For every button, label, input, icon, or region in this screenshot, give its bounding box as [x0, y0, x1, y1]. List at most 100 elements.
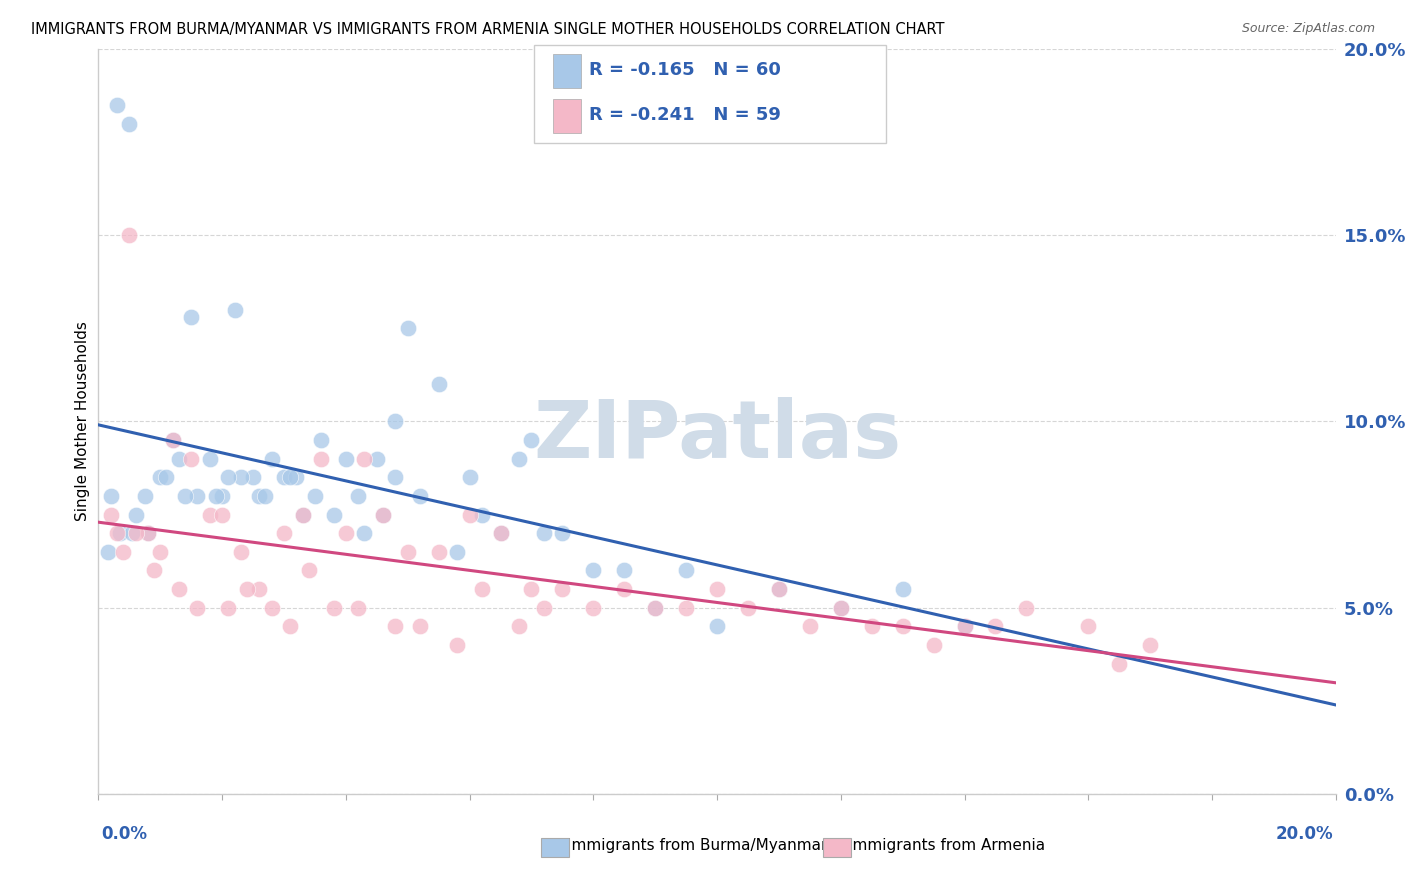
Point: [471, 508, 494, 522]
Point: [458, 508, 481, 522]
Text: Immigrants from Armenia: Immigrants from Armenia: [848, 838, 1045, 853]
Point: [768, 582, 790, 596]
Point: [384, 470, 406, 484]
Text: 0.0%: 0.0%: [101, 825, 148, 843]
Point: [458, 470, 481, 484]
Point: [737, 600, 759, 615]
Point: [347, 489, 370, 503]
Point: [891, 582, 914, 596]
Point: [706, 619, 728, 633]
Point: [489, 526, 512, 541]
Point: [162, 433, 184, 447]
Point: [136, 526, 159, 541]
Point: [953, 619, 976, 633]
Point: [304, 489, 326, 503]
Point: [582, 564, 605, 578]
Point: [105, 526, 128, 541]
Point: [347, 600, 370, 615]
Point: [830, 600, 852, 615]
Point: [768, 582, 790, 596]
Point: [366, 451, 388, 466]
Point: [396, 321, 419, 335]
Point: [167, 451, 190, 466]
Point: [134, 489, 156, 503]
Point: [217, 600, 239, 615]
Point: [446, 638, 468, 652]
Point: [371, 508, 394, 522]
Point: [427, 545, 450, 559]
Point: [124, 526, 146, 541]
Point: [371, 508, 394, 522]
Point: [121, 526, 143, 541]
Point: [186, 489, 208, 503]
Point: [162, 433, 184, 447]
Point: [254, 489, 277, 503]
Point: [953, 619, 976, 633]
Point: [155, 470, 177, 484]
Point: [644, 600, 666, 615]
Point: [112, 545, 135, 559]
Point: [211, 489, 233, 503]
Point: [309, 433, 332, 447]
Point: [217, 470, 239, 484]
Point: [335, 451, 357, 466]
Point: [149, 470, 172, 484]
Point: [229, 545, 252, 559]
Point: [471, 582, 494, 596]
Point: [100, 508, 122, 522]
Point: [149, 545, 172, 559]
Point: [118, 117, 141, 131]
Point: [236, 582, 259, 596]
Point: [180, 310, 202, 325]
Point: [105, 98, 128, 112]
Point: [1108, 657, 1130, 671]
Point: [309, 451, 332, 466]
Point: [644, 600, 666, 615]
Point: [1077, 619, 1099, 633]
Point: [247, 582, 270, 596]
Point: [409, 489, 432, 503]
Point: [551, 582, 574, 596]
Point: [384, 619, 406, 633]
Point: [205, 489, 228, 503]
Point: [278, 470, 301, 484]
Point: [508, 451, 530, 466]
Point: [706, 582, 728, 596]
Point: [533, 526, 555, 541]
Point: [285, 470, 308, 484]
Text: IMMIGRANTS FROM BURMA/MYANMAR VS IMMIGRANTS FROM ARMENIA SINGLE MOTHER HOUSEHOLD: IMMIGRANTS FROM BURMA/MYANMAR VS IMMIGRA…: [31, 22, 945, 37]
Point: [291, 508, 314, 522]
Point: [1015, 600, 1038, 615]
Point: [322, 508, 344, 522]
Point: [97, 545, 120, 559]
Point: [273, 526, 295, 541]
Point: [335, 526, 357, 541]
Point: [211, 508, 233, 522]
Point: [396, 545, 419, 559]
Point: [675, 564, 697, 578]
Point: [298, 564, 321, 578]
Point: [582, 600, 605, 615]
Point: [533, 600, 555, 615]
Point: [136, 526, 159, 541]
Point: [427, 377, 450, 392]
Point: [242, 470, 264, 484]
Point: [860, 619, 883, 633]
Text: R = -0.241   N = 59: R = -0.241 N = 59: [589, 106, 780, 124]
Point: [984, 619, 1007, 633]
Point: [180, 451, 202, 466]
Point: [613, 564, 636, 578]
Point: [224, 302, 246, 317]
Point: [118, 228, 141, 243]
Point: [260, 451, 283, 466]
Point: [186, 600, 208, 615]
Point: [198, 451, 221, 466]
Point: [108, 526, 131, 541]
Point: [174, 489, 197, 503]
Point: [291, 508, 314, 522]
Point: [100, 489, 122, 503]
Point: [260, 600, 283, 615]
Point: [613, 582, 636, 596]
Point: [508, 619, 530, 633]
Point: [167, 582, 190, 596]
